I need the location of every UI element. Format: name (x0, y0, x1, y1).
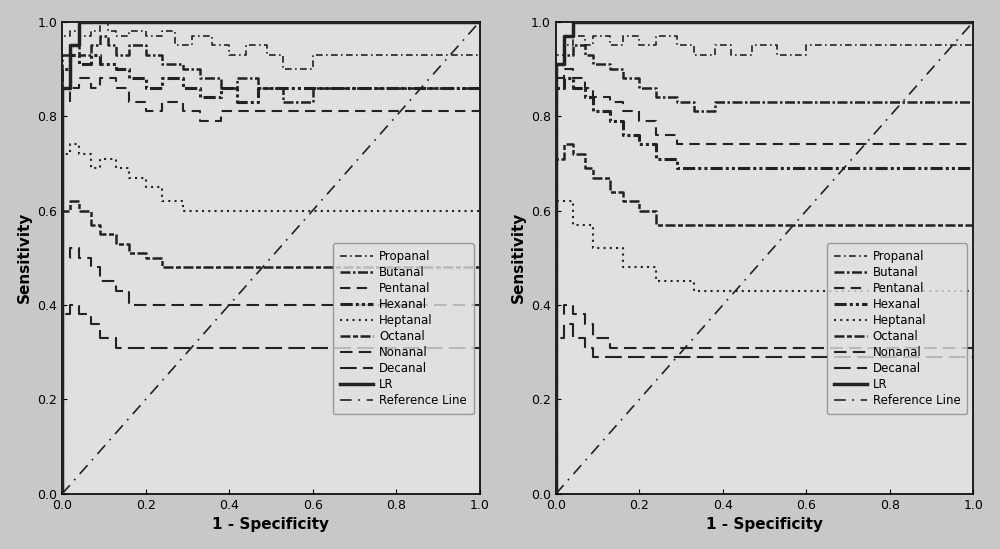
Legend: Propanal, Butanal, Pentanal, Hexanal, Heptanal, Octanal, Nonanal, Decanal, LR, R: Propanal, Butanal, Pentanal, Hexanal, He… (827, 243, 967, 414)
Legend: Propanal, Butanal, Pentanal, Hexanal, Heptanal, Octanal, Nonanal, Decanal, LR, R: Propanal, Butanal, Pentanal, Hexanal, He… (333, 243, 474, 414)
Y-axis label: Sensitivity: Sensitivity (510, 212, 525, 304)
X-axis label: 1 - Specificity: 1 - Specificity (212, 517, 329, 533)
Y-axis label: Sensitivity: Sensitivity (17, 212, 32, 304)
X-axis label: 1 - Specificity: 1 - Specificity (706, 517, 823, 533)
